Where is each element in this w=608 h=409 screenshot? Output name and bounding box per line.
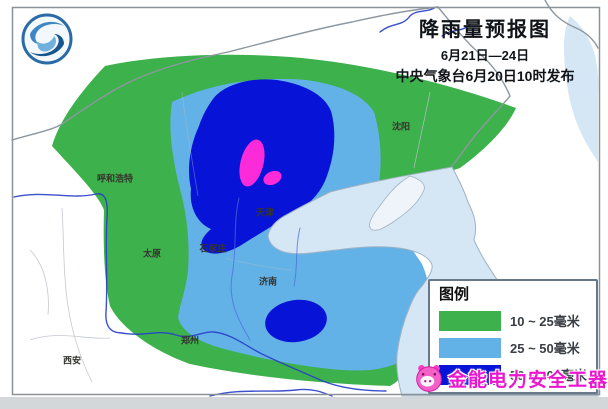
mongolia-border <box>11 6 439 141</box>
national-borders <box>11 0 599 167</box>
rain-region-extreme-core-small <box>263 170 282 186</box>
city-label-shenyang: 沈阳 <box>391 121 411 132</box>
legend-item-partial <box>439 388 596 392</box>
legend-swatch-darkblue <box>439 364 501 385</box>
huai-river <box>209 388 333 397</box>
rain-region-extreme-core-large <box>239 139 265 187</box>
city-label-hohhot: 呼和浩特 <box>96 173 134 184</box>
province-borders <box>29 91 431 383</box>
city-label-taiyuan: 太原 <box>142 248 162 259</box>
city-label-shijiazhuang: 石家庄 <box>199 243 227 254</box>
city-label-zhengzhou: 郑州 <box>180 335 200 346</box>
legend-swatch-magenta-partial <box>439 391 501 392</box>
forecast-date-range: 6月21日—24日 <box>440 48 530 63</box>
northeast-corner-border <box>544 0 599 49</box>
issuer-line: 中央气象台6月20日10时发布 <box>395 68 575 84</box>
bottom-gray-strip <box>0 397 608 409</box>
legend: 图例 10 ~ 25毫米 25 ~ 50毫米 50 ~ 100毫米 <box>428 279 598 394</box>
city-label-xian: 西安 <box>62 355 82 366</box>
map-title: 降雨量预报图 <box>419 19 551 41</box>
city-label-tianjin: 天津 <box>255 207 275 218</box>
liaodong-peninsula <box>369 175 425 231</box>
legend-title: 图例 <box>439 286 470 303</box>
legend-label: 50 ~ 100毫米 <box>510 368 587 383</box>
title-block: 降雨量预报图 6月21日—24日 中央气象台6月20日10时发布 <box>368 20 602 86</box>
watermark-text: 金能电力安全工器具 <box>448 369 608 391</box>
grand-canal <box>230 197 251 341</box>
northeast-river <box>379 6 437 33</box>
rain-region-50-100mm-south <box>265 299 327 343</box>
legend-label: 25 ~ 50毫米 <box>510 341 580 356</box>
map-frame <box>11 6 601 396</box>
yellow-river <box>13 193 387 392</box>
rivers <box>13 6 471 397</box>
small-river <box>293 227 301 287</box>
legend-item-10-25: 10 ~ 25毫米 <box>439 307 596 334</box>
legend-swatch-green <box>439 310 501 331</box>
logo-swirl-icon <box>21 13 73 65</box>
legend-item-25-50: 25 ~ 50毫米 <box>439 334 596 361</box>
city-label-jinan: 济南 <box>258 276 278 287</box>
yalu-border <box>437 6 511 167</box>
legend-label: 10 ~ 25毫米 <box>510 314 580 329</box>
meteorological-agency-logo <box>20 12 74 71</box>
legend-swatch-lightblue <box>439 337 501 358</box>
pig-mascot-icon <box>416 364 442 392</box>
legend-item-50-100: 50 ~ 100毫米 <box>439 361 596 388</box>
sea-of-japan-patch <box>564 16 599 162</box>
watermark: 金能电力安全工器具 <box>413 362 608 394</box>
